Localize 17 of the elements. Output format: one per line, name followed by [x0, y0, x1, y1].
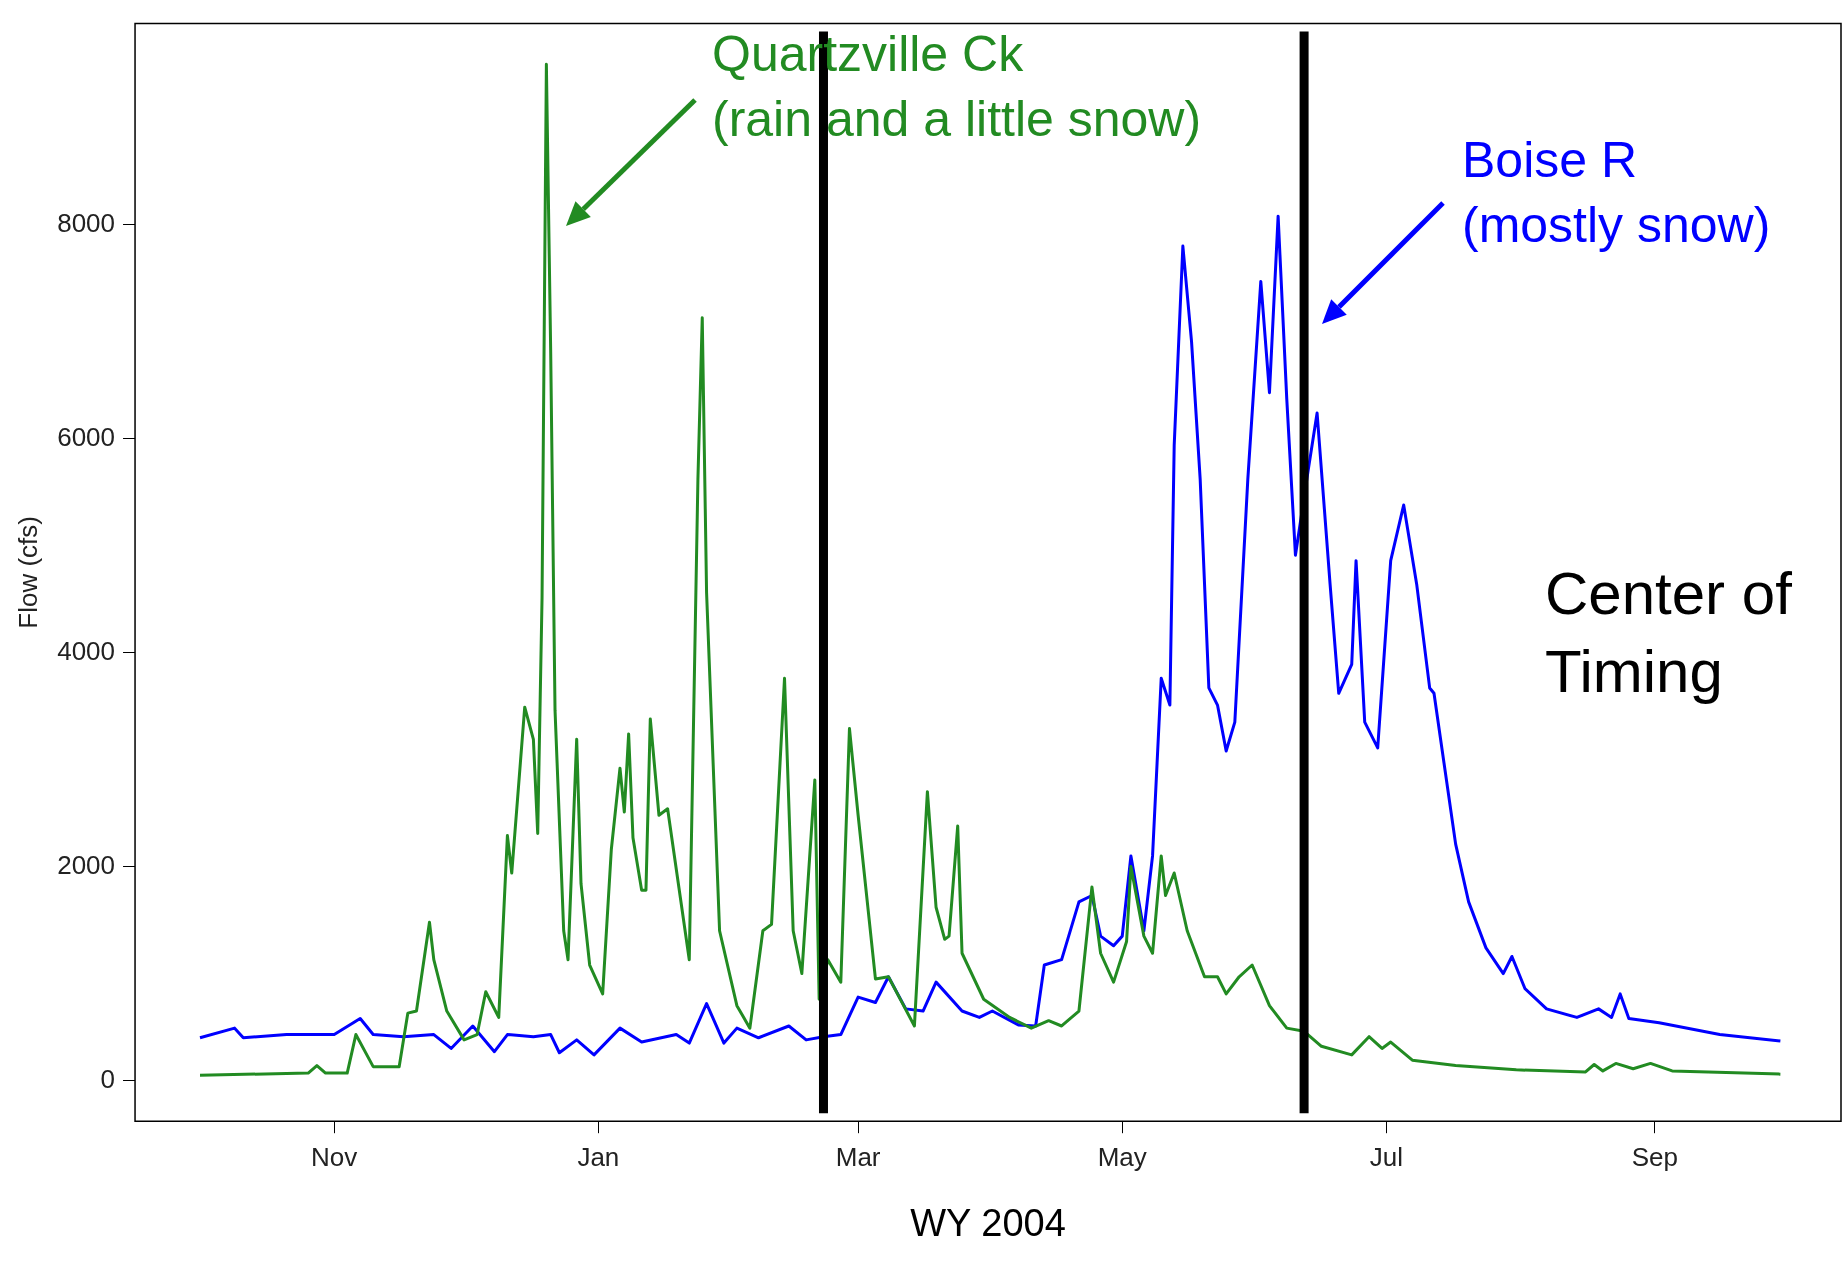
x-tick-label: Nov — [311, 1141, 358, 1172]
y-tick-label: 4000 — [57, 635, 116, 666]
x-tick-label: Mar — [835, 1141, 881, 1172]
y-axis-title: Flow (cfs) — [12, 516, 43, 629]
annotation: Center of Timing — [1545, 559, 1793, 707]
annotation: (mostly snow) — [1462, 196, 1771, 255]
x-tick-label: May — [1097, 1141, 1147, 1172]
text: Boise R — [1462, 131, 1639, 190]
x-axis-title: WY 2004 — [910, 1201, 1066, 1244]
x-tick-label: Jan — [577, 1141, 620, 1172]
y-tick-label: 2000 — [57, 849, 116, 880]
y-tick-label: 8000 — [57, 207, 116, 238]
y-tick-label: 6000 — [57, 421, 116, 452]
x-tick-label: Jul — [1369, 1141, 1403, 1172]
annotation: (rain and a little snow) — [712, 90, 1202, 149]
x-tick-label: Sep — [1631, 1141, 1678, 1172]
y-tick-label: 0 — [100, 1063, 116, 1094]
